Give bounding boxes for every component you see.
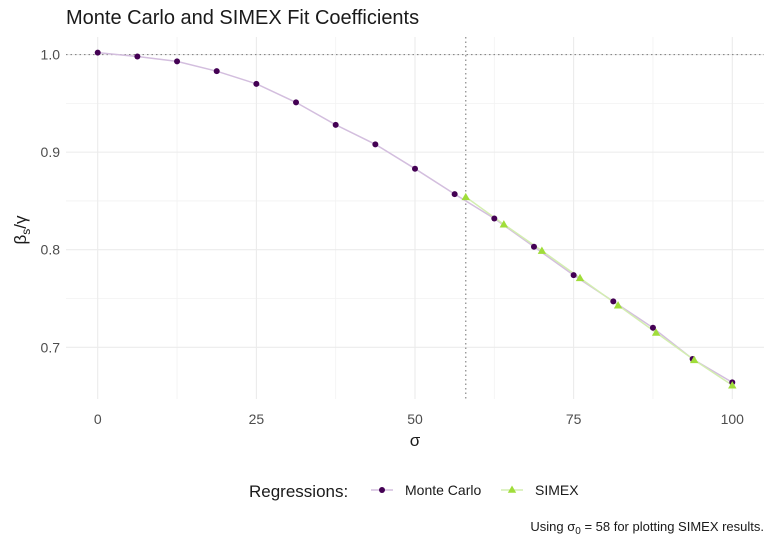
legend-swatch-marker-simex [507, 485, 517, 493]
chart-caption: Using σ0 = 58 for plotting SIMEX results… [530, 519, 764, 537]
caption-prefix: Using σ [530, 519, 575, 534]
data-point-simex-7 [728, 381, 737, 389]
major-gridlines [66, 37, 764, 399]
x-tick-label-1: 25 [249, 411, 265, 427]
x-tick-label-0: 0 [94, 411, 102, 427]
legend-swatch-marker-monte-carlo [379, 487, 385, 493]
series-points [94, 49, 737, 389]
legend-label-simex: SIMEX [535, 482, 579, 498]
data-point-monte-carlo-4 [253, 80, 260, 87]
data-point-monte-carlo-7 [372, 141, 379, 148]
legend-title: Regressions: [249, 482, 348, 501]
data-point-monte-carlo-10 [491, 215, 498, 222]
data-point-monte-carlo-8 [412, 165, 418, 172]
data-point-simex-0 [461, 192, 470, 201]
reference-lines [66, 37, 764, 399]
data-point-monte-carlo-3 [213, 68, 220, 75]
y-axis-label-main: β [11, 235, 30, 245]
data-point-monte-carlo-0 [94, 49, 101, 56]
data-point-monte-carlo-14 [649, 324, 656, 331]
data-point-monte-carlo-11 [530, 243, 537, 250]
y-axis-label-tail: /γ [11, 215, 30, 229]
data-point-monte-carlo-13 [610, 298, 617, 305]
x-tick-label-3: 75 [566, 411, 582, 427]
caption-suffix: = 58 for plotting SIMEX results. [581, 519, 764, 534]
series-line-simex [465, 196, 733, 386]
x-axis-label: σ [410, 431, 421, 450]
data-point-simex-6 [690, 355, 699, 364]
data-point-simex-5 [651, 328, 661, 336]
chart-title: Monte Carlo and SIMEX Fit Coefficients [66, 7, 419, 29]
data-point-simex-4 [613, 301, 623, 309]
data-point-monte-carlo-12 [570, 272, 577, 279]
caption-subscript: 0 [575, 526, 581, 537]
x-tick-label-2: 50 [407, 411, 423, 427]
data-point-simex-1 [499, 220, 509, 228]
legend-label-monte-carlo: Monte Carlo [405, 482, 481, 498]
y-axis-label-sub: s [19, 229, 33, 235]
data-point-monte-carlo-9 [451, 191, 458, 198]
x-tick-labels: 0 25 50 75 100 [94, 411, 744, 427]
data-point-monte-carlo-5 [293, 99, 300, 106]
y-tick-label-1: 0.8 [41, 242, 61, 258]
data-point-monte-carlo-6 [332, 121, 339, 128]
y-tick-labels: 0.7 0.8 0.9 1.0 [41, 47, 61, 356]
y-axis-label: βs/γ [11, 215, 33, 245]
y-tick-label-2: 0.9 [41, 144, 61, 160]
y-tick-label-0: 0.7 [41, 339, 61, 355]
y-tick-label-3: 1.0 [41, 47, 61, 63]
x-tick-label-4: 100 [721, 411, 745, 427]
data-point-monte-carlo-2 [174, 58, 181, 65]
data-point-simex-3 [575, 273, 585, 282]
data-point-monte-carlo-1 [134, 53, 141, 60]
legend: Regressions: Monte Carlo SIMEX [249, 482, 579, 501]
data-point-simex-2 [537, 246, 547, 254]
